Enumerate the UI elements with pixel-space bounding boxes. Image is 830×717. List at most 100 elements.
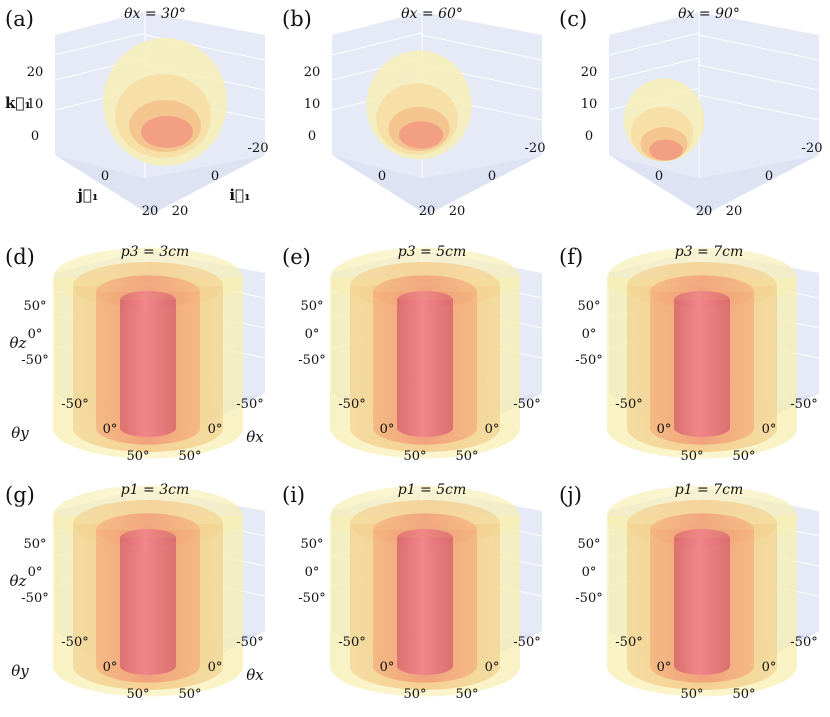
x-tick-label: -20 xyxy=(248,141,269,156)
x-tick-label: 0 xyxy=(211,169,219,184)
panel-title: p1 = 3cm xyxy=(121,482,190,498)
panel-label: (f) xyxy=(559,245,583,269)
z-tick-label: 10 xyxy=(581,97,598,112)
x-axis-label: i⃗₁ xyxy=(229,186,250,204)
x-tick-label: 0° xyxy=(485,660,500,675)
y-tick-label: -50° xyxy=(615,397,642,412)
z-tick-label: 0° xyxy=(305,327,320,342)
gridline xyxy=(608,57,700,81)
z-axis-label: k⃗₁ xyxy=(5,94,31,112)
y-tick-label: 20 xyxy=(419,204,436,219)
y-tick-label: 0° xyxy=(657,660,672,675)
z-tick-label: 0° xyxy=(28,565,43,580)
z-tick-label: -50° xyxy=(575,353,602,368)
core-surface xyxy=(397,538,453,675)
floor-pane xyxy=(332,155,542,215)
panel-title: θx = 90° xyxy=(678,6,740,22)
x-tick-label: -20 xyxy=(525,141,546,156)
y-tick-label: -50° xyxy=(338,635,365,650)
panel-title: θx = 30° xyxy=(124,6,186,22)
panel-9: (j) p1 = 7cm 50° 0° -50° -50° 0° 50° -50° 0° 50° xyxy=(559,482,820,702)
x-tick-label: 0 xyxy=(488,169,496,184)
z-tick-label: 0° xyxy=(582,565,597,580)
panel-7: (g) p1 = 3cm 50° 0° -50° -50° 0° 50° -50° 0° 50° θz… xyxy=(5,482,266,702)
panel-label: (i) xyxy=(282,483,305,507)
panel-title: p3 = 3cm xyxy=(121,244,190,260)
z-tick-label: 50° xyxy=(23,537,46,552)
panel-8: (i) p1 = 5cm 50° 0° -50° -50° 0° 50° -50° 0° 50° xyxy=(282,482,543,702)
z-tick-label: 50° xyxy=(577,299,600,314)
core-surface xyxy=(120,300,176,437)
z-tick-label: 50° xyxy=(300,537,323,552)
y-tick-label: 0° xyxy=(380,422,395,437)
floor-pane xyxy=(55,155,265,215)
panel-3: (c) θx = 90° 20 10 0 -20 0 20 0 20 xyxy=(559,6,822,219)
x-tick-label: 0° xyxy=(485,422,500,437)
gridline xyxy=(331,32,423,56)
panel-label: (e) xyxy=(282,245,311,269)
floor-pane xyxy=(609,155,819,215)
panel-2: (b) θx = 60° 20 10 0 -20 0 20 0 20 xyxy=(282,6,545,219)
z-tick-label: 0 xyxy=(31,129,39,144)
y-tick-label: 0° xyxy=(380,660,395,675)
panel-label: (b) xyxy=(282,7,312,31)
gridline xyxy=(54,32,146,56)
x-tick-label: 20 xyxy=(449,204,466,219)
y-tick-label: 50° xyxy=(680,449,703,464)
panel-1: (a) θx = 30° 20 10 0 -20 0 20 0 20 k⃗₁ j⃗₁ i⃗₁ xyxy=(5,6,268,219)
y-axis-label: θy xyxy=(11,662,29,680)
gridline xyxy=(698,94,820,121)
z-tick-label: -50° xyxy=(298,353,325,368)
core-surface-cap xyxy=(397,291,453,309)
panel-title: p3 = 7cm xyxy=(675,244,744,260)
y-tick-label: -50° xyxy=(61,397,88,412)
core-surface xyxy=(120,538,176,675)
core-surface-cap xyxy=(120,291,176,309)
panel-label: (a) xyxy=(5,7,34,31)
z-tick-label: -50° xyxy=(21,591,48,606)
z-tick-label: 10 xyxy=(27,97,44,112)
z-axis-label: θz xyxy=(10,334,27,352)
x-tick-label: 0° xyxy=(208,660,223,675)
z-tick-label: -50° xyxy=(21,353,48,368)
x-tick-label: -50° xyxy=(790,397,817,412)
x-tick-label: -20 xyxy=(802,141,823,156)
x-tick-label: 20 xyxy=(172,204,189,219)
z-tick-label: 50° xyxy=(23,299,46,314)
panel-4: (d) p3 = 3cm 50° 0° -50° -50° 0° 50° -50° 0° 50° θz… xyxy=(5,244,266,464)
z-axis-label: θz xyxy=(10,572,27,590)
panel-label: (g) xyxy=(5,483,35,507)
x-tick-label: -50° xyxy=(236,397,263,412)
core-surface xyxy=(141,116,193,148)
y-tick-label: 50° xyxy=(680,687,703,702)
panel-5: (e) p3 = 5cm 50° 0° -50° -50° 0° 50° -50° 0° 50° xyxy=(282,244,543,464)
z-tick-label: 20 xyxy=(581,65,598,80)
y-axis-label: θy xyxy=(11,424,29,442)
panel-6: (f) p3 = 7cm 50° 0° -50° -50° 0° 50° -50° 0° 50° xyxy=(559,244,820,464)
z-tick-label: 10 xyxy=(304,97,321,112)
z-tick-label: 0° xyxy=(582,327,597,342)
y-tick-label: 0° xyxy=(103,660,118,675)
x-tick-label: 50° xyxy=(732,449,755,464)
gridline xyxy=(421,34,543,61)
core-surface xyxy=(649,139,683,161)
x-axis-label: θx xyxy=(246,666,264,684)
y-tick-label: 50° xyxy=(403,687,426,702)
y-tick-label: 50° xyxy=(403,449,426,464)
x-tick-label: 0° xyxy=(762,422,777,437)
x-tick-label: 50° xyxy=(178,687,201,702)
y-tick-label: 0° xyxy=(103,422,118,437)
z-tick-label: 0° xyxy=(305,565,320,580)
z-tick-label: -50° xyxy=(298,591,325,606)
panel-title: p1 = 7cm xyxy=(675,482,744,498)
z-tick-label: 20 xyxy=(304,65,321,80)
gridline xyxy=(608,32,700,56)
panel-title: p3 = 5cm xyxy=(398,244,467,260)
y-tick-label: 0 xyxy=(378,169,386,184)
x-tick-label: -50° xyxy=(513,397,540,412)
x-tick-label: -50° xyxy=(236,635,263,650)
core-surface xyxy=(397,300,453,437)
x-tick-label: 50° xyxy=(455,449,478,464)
gridline xyxy=(698,64,820,91)
